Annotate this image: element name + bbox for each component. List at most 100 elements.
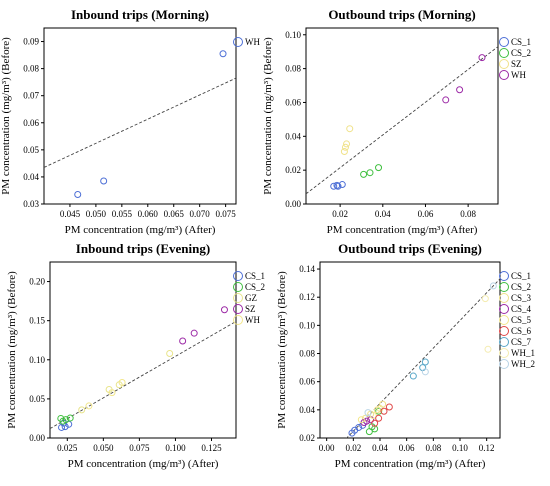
x-tick-label: 0.075 <box>129 443 150 453</box>
legend-marker <box>499 59 509 69</box>
data-point-sz <box>343 140 351 148</box>
x-tick-label: 0.025 <box>57 443 78 453</box>
legend-marker <box>499 348 509 358</box>
plot-frame <box>43 27 237 205</box>
legend-marker <box>499 70 509 80</box>
x-tick-label: 0.050 <box>86 209 107 219</box>
legend-label: GZ <box>245 293 257 303</box>
data-point-sz <box>220 306 228 314</box>
plot-area <box>306 46 498 195</box>
y-axis-label: PM concentration (mg/m³) (Before) <box>6 271 18 429</box>
plot-frame <box>319 261 501 439</box>
x-tick-label: 0.050 <box>93 443 114 453</box>
data-point-sz <box>346 125 354 133</box>
y-tick-label: 0.00 <box>29 433 45 443</box>
x-tick-label: 0.125 <box>201 443 222 453</box>
fit-line <box>346 278 500 438</box>
data-point-cs-7 <box>421 358 429 366</box>
fit-line <box>44 77 236 168</box>
data-point-wh-2 <box>364 409 372 417</box>
y-tick-label: 0.14 <box>299 264 315 274</box>
legend-marker <box>499 48 509 58</box>
legend-marker <box>233 304 243 314</box>
x-axis-label: PM concentration (mg/m³) (After) <box>68 458 219 470</box>
legend-marker <box>499 337 509 347</box>
chart-panel-2: Outbound trips (Morning) 0.02 0.04 0.06 0.08… <box>262 7 531 236</box>
y-tick-label: 0.06 <box>285 97 301 107</box>
chart-title: Inbound trips (Morning) <box>71 7 209 22</box>
data-point-sz <box>190 329 198 337</box>
fit-line <box>50 321 236 430</box>
legend-marker <box>233 315 243 325</box>
data-point-gz <box>166 350 174 358</box>
data-point-cs-2 <box>62 416 70 424</box>
legend-marker <box>499 304 509 314</box>
x-axis-label: PM concentration (mg/m³) (After) <box>335 458 486 470</box>
legend-marker <box>499 37 509 47</box>
legend-label: CS_5 <box>511 315 532 325</box>
x-tick-label: 0.075 <box>215 209 236 219</box>
x-tick-label: 0.065 <box>164 209 185 219</box>
x-tick-label: 0.02 <box>345 443 361 453</box>
x-tick-label: 0.08 <box>460 209 476 219</box>
data-point-cs-2 <box>66 414 74 422</box>
data-point-wh <box>85 402 93 410</box>
data-point-wh <box>442 96 450 104</box>
data-point-cs-6 <box>385 403 393 411</box>
x-tick-label: 0.02 <box>332 209 348 219</box>
data-point-wh-1 <box>484 345 492 353</box>
y-tick-label: 0.03 <box>23 199 39 209</box>
x-tick-label: 0.04 <box>375 209 391 219</box>
legend-label: CS_4 <box>511 304 532 314</box>
data-point-wh-2 <box>489 282 497 290</box>
y-tick-label: 0.05 <box>23 145 39 155</box>
y-axis-label: PM concentration (mg/m³) (Before) <box>276 271 288 429</box>
legend-marker <box>233 271 243 281</box>
x-tick-label: 0.045 <box>60 209 81 219</box>
legend-label: CS_2 <box>511 48 531 58</box>
y-tick-label: 0.06 <box>299 377 315 387</box>
fit-line <box>306 46 498 195</box>
y-tick-label: 0.10 <box>285 30 301 40</box>
data-point-cs-1 <box>58 423 66 431</box>
data-point-cs-1 <box>334 182 342 190</box>
plot-area <box>50 306 236 431</box>
x-axis-label: PM concentration (mg/m³) (After) <box>65 224 216 236</box>
legend-label: CS_1 <box>245 271 265 281</box>
data-point-sz <box>179 337 187 345</box>
data-point-cs-1 <box>338 181 346 189</box>
legend-marker <box>233 282 243 292</box>
y-tick-label: 0.08 <box>299 349 315 359</box>
y-tick-label: 0.09 <box>23 37 39 47</box>
chart-title: Outbound trips (Evening) <box>338 241 482 256</box>
legend-label: CS_1 <box>511 271 531 281</box>
legend-label: WH <box>511 70 526 80</box>
data-point-cs-2 <box>360 170 368 178</box>
y-tick-label: 0.00 <box>285 199 301 209</box>
x-tick-label: 0.06 <box>399 443 415 453</box>
legend-marker <box>499 315 509 325</box>
y-tick-label: 0.02 <box>285 165 301 175</box>
y-tick-label: 0.08 <box>285 64 301 74</box>
legend-label: CS_2 <box>245 282 265 292</box>
plot-area <box>44 50 236 199</box>
data-point-cs-2 <box>57 414 65 422</box>
y-tick-label: 0.06 <box>23 118 39 128</box>
y-tick-label: 0.10 <box>299 320 315 330</box>
x-tick-label: 0.06 <box>418 209 434 219</box>
x-tick-label: 0.060 <box>138 209 159 219</box>
legend-marker <box>233 293 243 303</box>
data-point-wh-2 <box>421 368 429 376</box>
data-point-wh <box>478 54 486 62</box>
legend-marker <box>233 37 243 47</box>
legend-label: WH_1 <box>511 348 535 358</box>
legend-label: SZ <box>245 304 256 314</box>
y-tick-label: 0.07 <box>23 91 39 101</box>
x-axis-label: PM concentration (mg/m³) (After) <box>327 224 478 236</box>
y-tick-label: 0.15 <box>29 316 45 326</box>
data-point-wh <box>456 86 464 94</box>
legend-marker <box>499 293 509 303</box>
legend-label: CS_3 <box>511 293 532 303</box>
legend-label: WH_2 <box>511 359 535 369</box>
